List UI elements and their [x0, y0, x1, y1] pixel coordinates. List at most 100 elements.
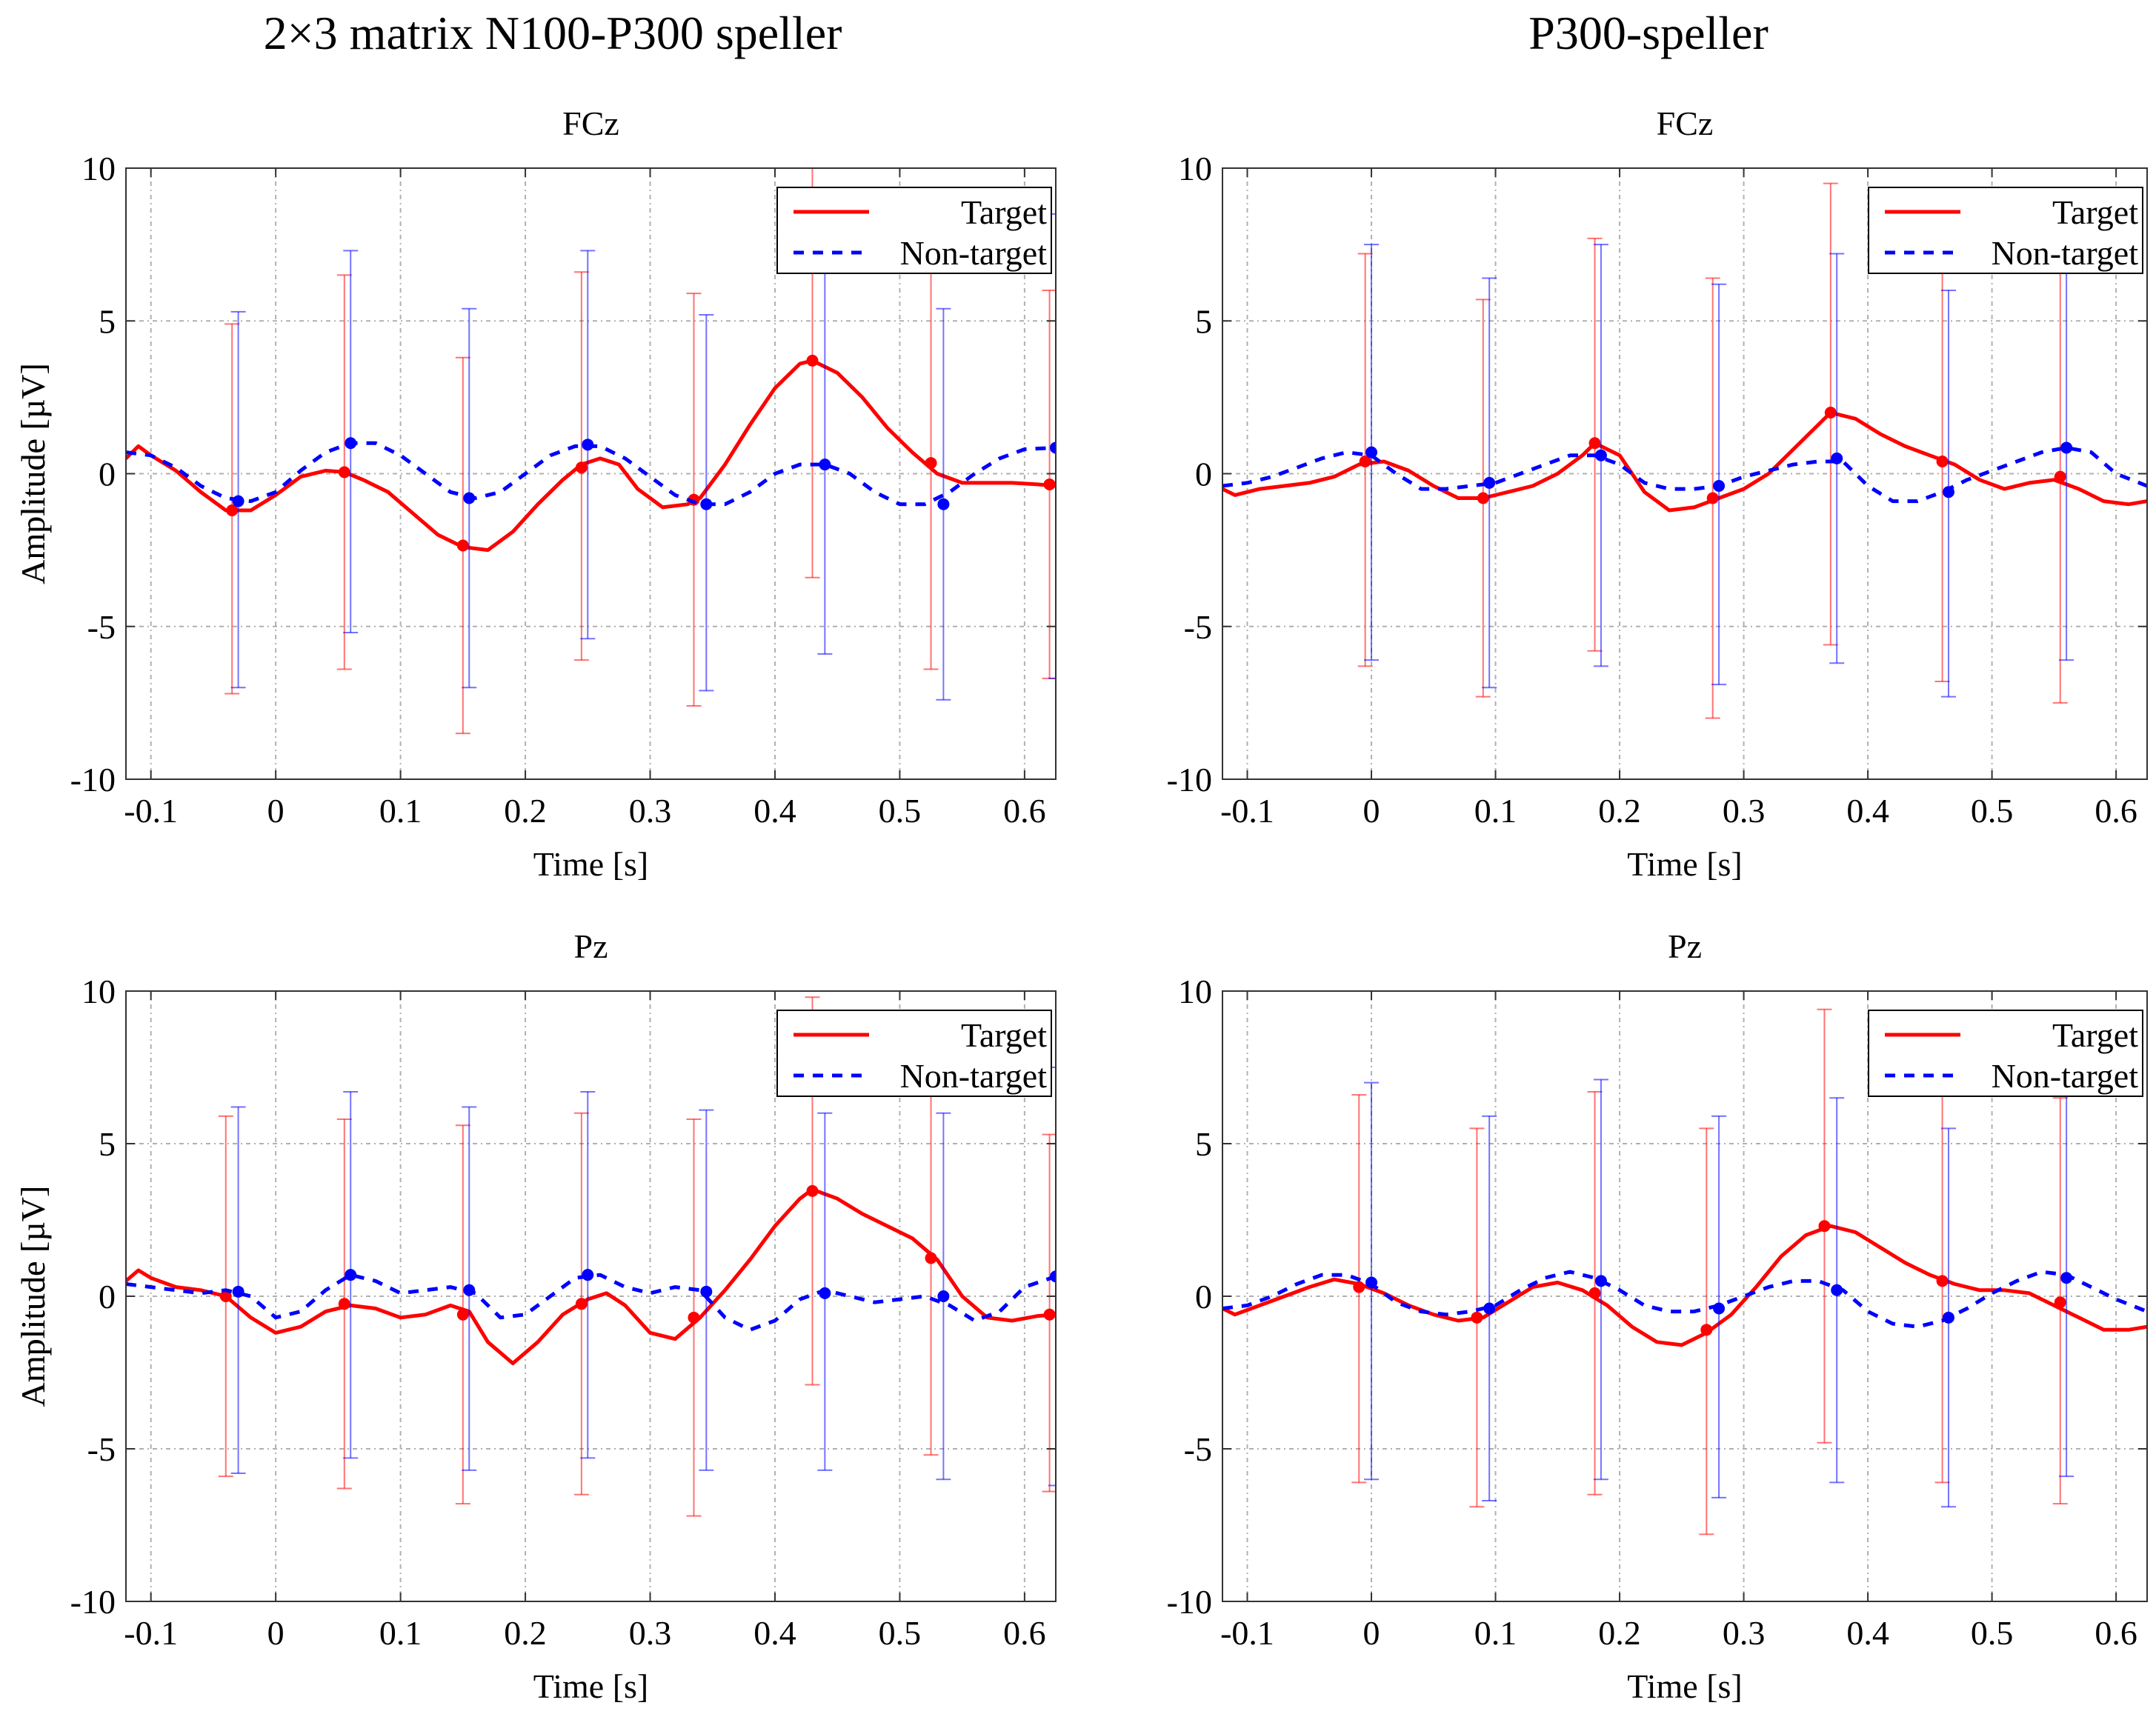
x-tick-label: 0.5 — [879, 792, 922, 830]
y-tick-label: 0 — [99, 1278, 116, 1315]
chart-title: Pz — [1668, 927, 1702, 965]
target-marker — [456, 1308, 469, 1321]
x-tick-label: 0.4 — [1846, 792, 1889, 830]
x-tick-label: 0.2 — [504, 1614, 547, 1652]
nontarget-marker — [232, 495, 244, 507]
target-marker — [575, 1298, 588, 1310]
y-tick-label: -10 — [1167, 761, 1212, 798]
x-tick-label: 0.4 — [753, 1614, 796, 1652]
y-tick-label: 0 — [1195, 1278, 1212, 1315]
y-tick-label: 5 — [1195, 1125, 1212, 1163]
x-tick-label: 0.2 — [1598, 792, 1641, 830]
x-tick-label: 0.1 — [379, 792, 422, 830]
nontarget-series-line — [1222, 445, 2147, 504]
nontarget-marker — [345, 1269, 357, 1281]
y-tick-label: -10 — [70, 1583, 116, 1621]
nontarget-marker — [1594, 1275, 1607, 1287]
nontarget-marker — [2060, 1272, 2073, 1284]
x-axis-label: Time [s] — [1627, 1667, 1743, 1705]
data-layer — [1222, 1008, 2147, 1535]
legend-box — [1868, 1010, 2143, 1097]
legend-nontarget-label: Non-target — [1992, 1057, 2139, 1095]
y-tick-label: 0 — [99, 456, 116, 493]
target-marker — [1706, 492, 1719, 504]
legend-box — [776, 187, 1052, 274]
y-tick-label: -5 — [87, 608, 116, 646]
y-tick-label: 10 — [81, 973, 116, 1010]
x-tick-label: -0.1 — [124, 1614, 178, 1652]
nontarget-marker — [819, 458, 831, 471]
nontarget-marker — [937, 1290, 950, 1302]
chart-panel-2: -0.1 0 0.1 0.2 0.3 0.4 0.5 0.6 -10 -5 0 5 10 FCz Time … — [14, 104, 2148, 883]
nontarget-marker — [463, 1284, 476, 1296]
x-tick-label: 0.6 — [1003, 792, 1046, 830]
nontarget-marker — [1483, 476, 1496, 489]
target-marker — [1353, 1281, 1365, 1293]
target-marker — [1477, 492, 1489, 504]
nontarget-marker — [1483, 1302, 1496, 1315]
nontarget-marker — [1365, 1276, 1378, 1289]
x-tick-label: 0.1 — [379, 1614, 422, 1652]
nontarget-marker — [1942, 1311, 1954, 1324]
nontarget-marker — [1050, 441, 1056, 454]
target-marker — [806, 1184, 819, 1197]
nontarget-marker — [700, 498, 713, 510]
y-tick-label: 10 — [1178, 973, 1212, 1010]
x-tick-label: 0.4 — [1846, 1614, 1889, 1652]
target-marker — [1588, 437, 1601, 450]
target-marker — [338, 1298, 350, 1310]
nontarget-marker — [937, 498, 950, 510]
x-tick-label: 0.6 — [2095, 792, 2137, 830]
y-axis-label: Amplitude [µV] — [14, 1186, 52, 1407]
column-title-left: 2×3 matrix N100-P300 speller — [263, 7, 842, 59]
nontarget-marker — [1594, 449, 1607, 461]
nontarget-marker — [1831, 452, 1843, 464]
nontarget-marker — [819, 1287, 831, 1299]
target-marker — [1043, 478, 1056, 490]
x-tick-label: 0.3 — [1723, 1614, 1766, 1652]
nontarget-marker — [1365, 446, 1378, 458]
target-marker — [1471, 1311, 1483, 1324]
x-tick-label: 0 — [1363, 792, 1380, 830]
y-tick-label: 5 — [1195, 302, 1212, 340]
x-axis-label: Time [s] — [1627, 845, 1743, 883]
x-tick-label: 0.6 — [2095, 1614, 2137, 1652]
column-title-right: P300-speller — [1528, 7, 1769, 59]
target-marker — [1936, 1275, 1949, 1287]
nontarget-marker — [1831, 1284, 1843, 1296]
nontarget-marker — [2060, 441, 2073, 454]
x-tick-label: 0.2 — [1598, 1614, 1641, 1652]
nontarget-marker — [1942, 486, 1954, 498]
x-axis-label: Time [s] — [533, 1667, 649, 1705]
y-tick-label: 10 — [1178, 150, 1212, 187]
target-marker — [2054, 1296, 2066, 1309]
y-axis-label: Amplitude [µV] — [14, 363, 52, 584]
nontarget-marker — [232, 1285, 244, 1298]
data-layer — [126, 168, 1056, 735]
x-tick-label: 0 — [267, 792, 285, 830]
target-marker — [2054, 470, 2066, 483]
y-tick-label: -10 — [1167, 1583, 1212, 1621]
legend-target-label: Target — [961, 1016, 1047, 1054]
nontarget-marker — [1713, 1302, 1726, 1315]
legend-box — [1868, 187, 2143, 274]
target-marker — [338, 466, 350, 478]
target-marker — [1700, 1324, 1713, 1336]
y-tick-label: -5 — [1184, 608, 1212, 646]
target-marker — [1588, 1287, 1601, 1299]
target-marker — [1359, 456, 1371, 467]
y-tick-label: -5 — [1184, 1430, 1212, 1468]
x-tick-label: 0.3 — [1723, 792, 1766, 830]
y-tick-label: 0 — [1195, 456, 1212, 493]
chart-title: FCz — [562, 104, 619, 142]
y-tick-label: 5 — [99, 1125, 116, 1163]
data-layer — [126, 996, 1056, 1517]
y-axis-label: Amplitude [µV] — [14, 1186, 52, 1407]
y-tick-label: -5 — [87, 1430, 116, 1468]
nontarget-marker — [582, 1269, 594, 1281]
target-marker — [688, 1311, 700, 1324]
